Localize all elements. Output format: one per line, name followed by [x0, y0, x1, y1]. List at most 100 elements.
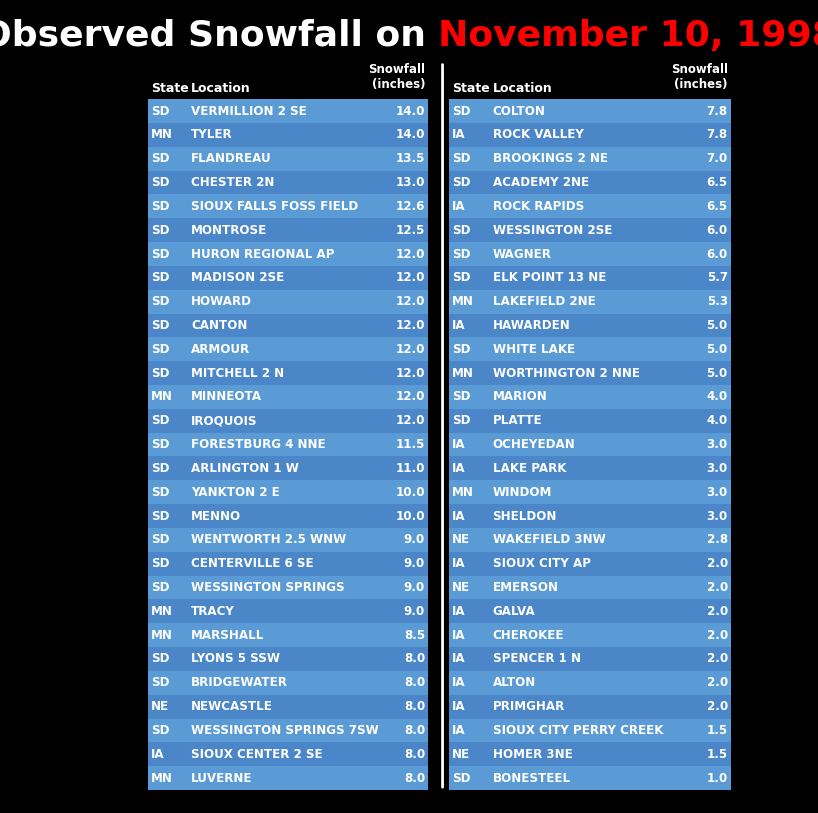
Bar	[449, 742, 730, 766]
Text: WINDOM: WINDOM	[492, 485, 552, 498]
Bar	[449, 385, 730, 409]
Text: SD: SD	[151, 510, 169, 523]
Text: NE: NE	[452, 748, 470, 761]
Text: YANKTON 2 E: YANKTON 2 E	[191, 485, 280, 498]
Bar	[148, 194, 429, 218]
Text: 8.0: 8.0	[404, 724, 425, 737]
Text: MN: MN	[151, 605, 173, 618]
Bar	[148, 694, 429, 719]
Text: HOMER 3NE: HOMER 3NE	[492, 748, 573, 761]
Text: SD: SD	[151, 676, 169, 689]
Text: 9.0: 9.0	[404, 605, 425, 618]
Text: 9.0: 9.0	[404, 533, 425, 546]
Text: 2.0: 2.0	[707, 653, 728, 666]
Text: ROCK RAPIDS: ROCK RAPIDS	[492, 200, 584, 213]
Text: NE: NE	[452, 581, 470, 594]
Text: HURON REGIONAL AP: HURON REGIONAL AP	[191, 247, 335, 260]
Text: 12.5: 12.5	[396, 224, 425, 237]
Text: 12.6: 12.6	[396, 200, 425, 213]
Text: CHEROKEE: CHEROKEE	[492, 628, 564, 641]
Text: Snowfall
(inches): Snowfall (inches)	[671, 63, 728, 91]
Text: 10.0: 10.0	[395, 510, 425, 523]
Text: SD: SD	[452, 152, 470, 165]
Text: SD: SD	[151, 295, 169, 308]
Text: 2.0: 2.0	[707, 605, 728, 618]
Text: MN: MN	[452, 295, 474, 308]
Text: PRIMGHAR: PRIMGHAR	[492, 700, 564, 713]
Text: 9.0: 9.0	[404, 581, 425, 594]
Bar	[449, 457, 730, 480]
Text: IA: IA	[452, 319, 465, 332]
Text: IA: IA	[452, 438, 465, 451]
Text: SD: SD	[452, 343, 470, 356]
Text: 8.0: 8.0	[404, 700, 425, 713]
Text: HAWARDEN: HAWARDEN	[492, 319, 570, 332]
Text: 12.0: 12.0	[396, 247, 425, 260]
Text: 6.5: 6.5	[707, 176, 728, 189]
Bar	[449, 218, 730, 242]
Text: SD: SD	[151, 533, 169, 546]
Text: State: State	[151, 82, 188, 95]
Bar	[148, 289, 429, 314]
Text: SIOUX CENTER 2 SE: SIOUX CENTER 2 SE	[191, 748, 323, 761]
Bar	[449, 337, 730, 361]
Bar	[148, 242, 429, 266]
Text: SD: SD	[151, 581, 169, 594]
Text: WORTHINGTON 2 NNE: WORTHINGTON 2 NNE	[492, 367, 640, 380]
Text: NEWCASTLE: NEWCASTLE	[191, 700, 273, 713]
Bar	[449, 314, 730, 337]
Text: MN: MN	[151, 628, 173, 641]
Text: CANTON: CANTON	[191, 319, 248, 332]
Bar	[449, 766, 730, 790]
Text: SIOUX CITY AP: SIOUX CITY AP	[492, 557, 591, 570]
Text: IROQUOIS: IROQUOIS	[191, 415, 258, 428]
Bar	[449, 552, 730, 576]
Text: Snowfall
(inches): Snowfall (inches)	[368, 63, 425, 91]
Bar	[148, 552, 429, 576]
Text: SD: SD	[151, 653, 169, 666]
Text: OCHEYEDAN: OCHEYEDAN	[492, 438, 575, 451]
Bar	[449, 647, 730, 671]
Text: ARLINGTON 1 W: ARLINGTON 1 W	[191, 462, 299, 475]
Text: State: State	[452, 82, 490, 95]
Text: SD: SD	[151, 272, 169, 285]
Text: MARSHALL: MARSHALL	[191, 628, 265, 641]
Text: 9.0: 9.0	[404, 557, 425, 570]
Bar	[148, 147, 429, 171]
Text: 2.8: 2.8	[707, 533, 728, 546]
Text: WHITE LAKE: WHITE LAKE	[492, 343, 575, 356]
Text: NE: NE	[151, 700, 169, 713]
Text: WAKEFIELD 3NW: WAKEFIELD 3NW	[492, 533, 605, 546]
Text: MARION: MARION	[492, 390, 547, 403]
Bar	[449, 361, 730, 385]
Text: Location: Location	[492, 82, 552, 95]
Text: SD: SD	[151, 152, 169, 165]
Bar	[148, 576, 429, 599]
Text: 2.0: 2.0	[707, 557, 728, 570]
Bar	[148, 266, 429, 289]
Text: SD: SD	[452, 224, 470, 237]
Text: 11.0: 11.0	[396, 462, 425, 475]
Text: 12.0: 12.0	[396, 343, 425, 356]
Text: 5.0: 5.0	[707, 319, 728, 332]
Text: 13.0: 13.0	[396, 176, 425, 189]
Text: 10.0: 10.0	[395, 485, 425, 498]
Text: 4.0: 4.0	[707, 390, 728, 403]
Text: 7.8: 7.8	[707, 128, 728, 141]
Text: 12.0: 12.0	[396, 295, 425, 308]
Text: 12.0: 12.0	[396, 367, 425, 380]
Bar	[148, 480, 429, 504]
Text: WESSINGTON 2SE: WESSINGTON 2SE	[492, 224, 612, 237]
Text: ROCK VALLEY: ROCK VALLEY	[492, 128, 583, 141]
Text: WENTWORTH 2.5 WNW: WENTWORTH 2.5 WNW	[191, 533, 347, 546]
Text: LAKE PARK: LAKE PARK	[492, 462, 566, 475]
Text: 3.0: 3.0	[707, 462, 728, 475]
Text: ACADEMY 2NE: ACADEMY 2NE	[492, 176, 589, 189]
Text: SD: SD	[452, 415, 470, 428]
Bar	[449, 576, 730, 599]
Text: IA: IA	[452, 510, 465, 523]
Text: 8.0: 8.0	[404, 748, 425, 761]
Text: 13.5: 13.5	[396, 152, 425, 165]
Text: 6.0: 6.0	[707, 247, 728, 260]
Text: LUVERNE: LUVERNE	[191, 772, 253, 785]
